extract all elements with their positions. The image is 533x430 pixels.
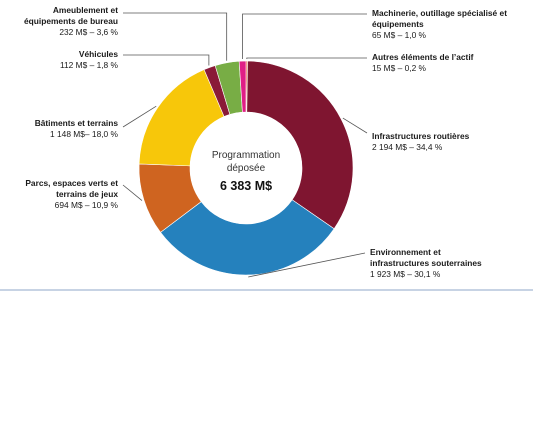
leader-line-6 — [123, 12, 228, 61]
slice-label-name-6-2: équipements de bureau — [24, 16, 118, 26]
slice-label-value-5: 112 M$ – 1,8 % — [60, 60, 119, 70]
center-label-line-2: déposée — [227, 163, 266, 174]
slice-label-name-2-1: Environnement et — [370, 247, 441, 257]
slice-label-value-6: 232 M$ – 3,6 % — [59, 27, 118, 37]
center-total: 6 383 M$ — [220, 179, 272, 193]
leader-line-2 — [248, 252, 366, 278]
slice-label-name-1-1: Infrastructures routières — [372, 131, 470, 141]
leader-line-4 — [122, 105, 157, 128]
slice-label-value-1: 2 194 M$ – 34,4 % — [372, 142, 443, 152]
donut-hole — [190, 112, 302, 224]
center-label-line-1: Programmation — [212, 150, 280, 161]
donut-slices — [138, 60, 354, 276]
slice-label-name-2-2: infrastructures souterraines — [370, 258, 482, 268]
leader-line-5 — [123, 54, 210, 66]
slice-label-name-6-1: Ameublement et — [53, 5, 118, 15]
slice-label-name-4-1: Bâtiments et terrains — [35, 118, 119, 128]
slice-label-value-8: 15 M$ – 0,2 % — [372, 63, 427, 73]
slice-label-name-3-1: Parcs, espaces verts et — [25, 178, 118, 188]
slice-label-name-5-1: Véhicules — [79, 49, 118, 59]
slice-label-name-7-2: équipements — [372, 19, 424, 29]
slice-label-value-3: 694 M$ – 10,9 % — [55, 200, 119, 210]
leader-line-8 — [246, 57, 367, 60]
slice-label-value-4: 1 148 M$– 18,0 % — [50, 129, 119, 139]
slice-label-name-3-2: terrains de jeux — [56, 189, 118, 199]
leader-line-3 — [122, 184, 143, 201]
slice-label-value-7: 65 M$ – 1,0 % — [372, 30, 427, 40]
slice-label-name-8-1: Autres éléments de l’actif — [372, 52, 474, 62]
leader-line-1 — [342, 117, 368, 134]
leader-lines — [122, 12, 368, 278]
slice-label-name-7-1: Machinerie, outillage spécialisé et — [372, 8, 507, 18]
slice-label-value-2: 1 923 M$ – 30,1 % — [370, 269, 441, 279]
leader-line-7 — [242, 13, 367, 60]
